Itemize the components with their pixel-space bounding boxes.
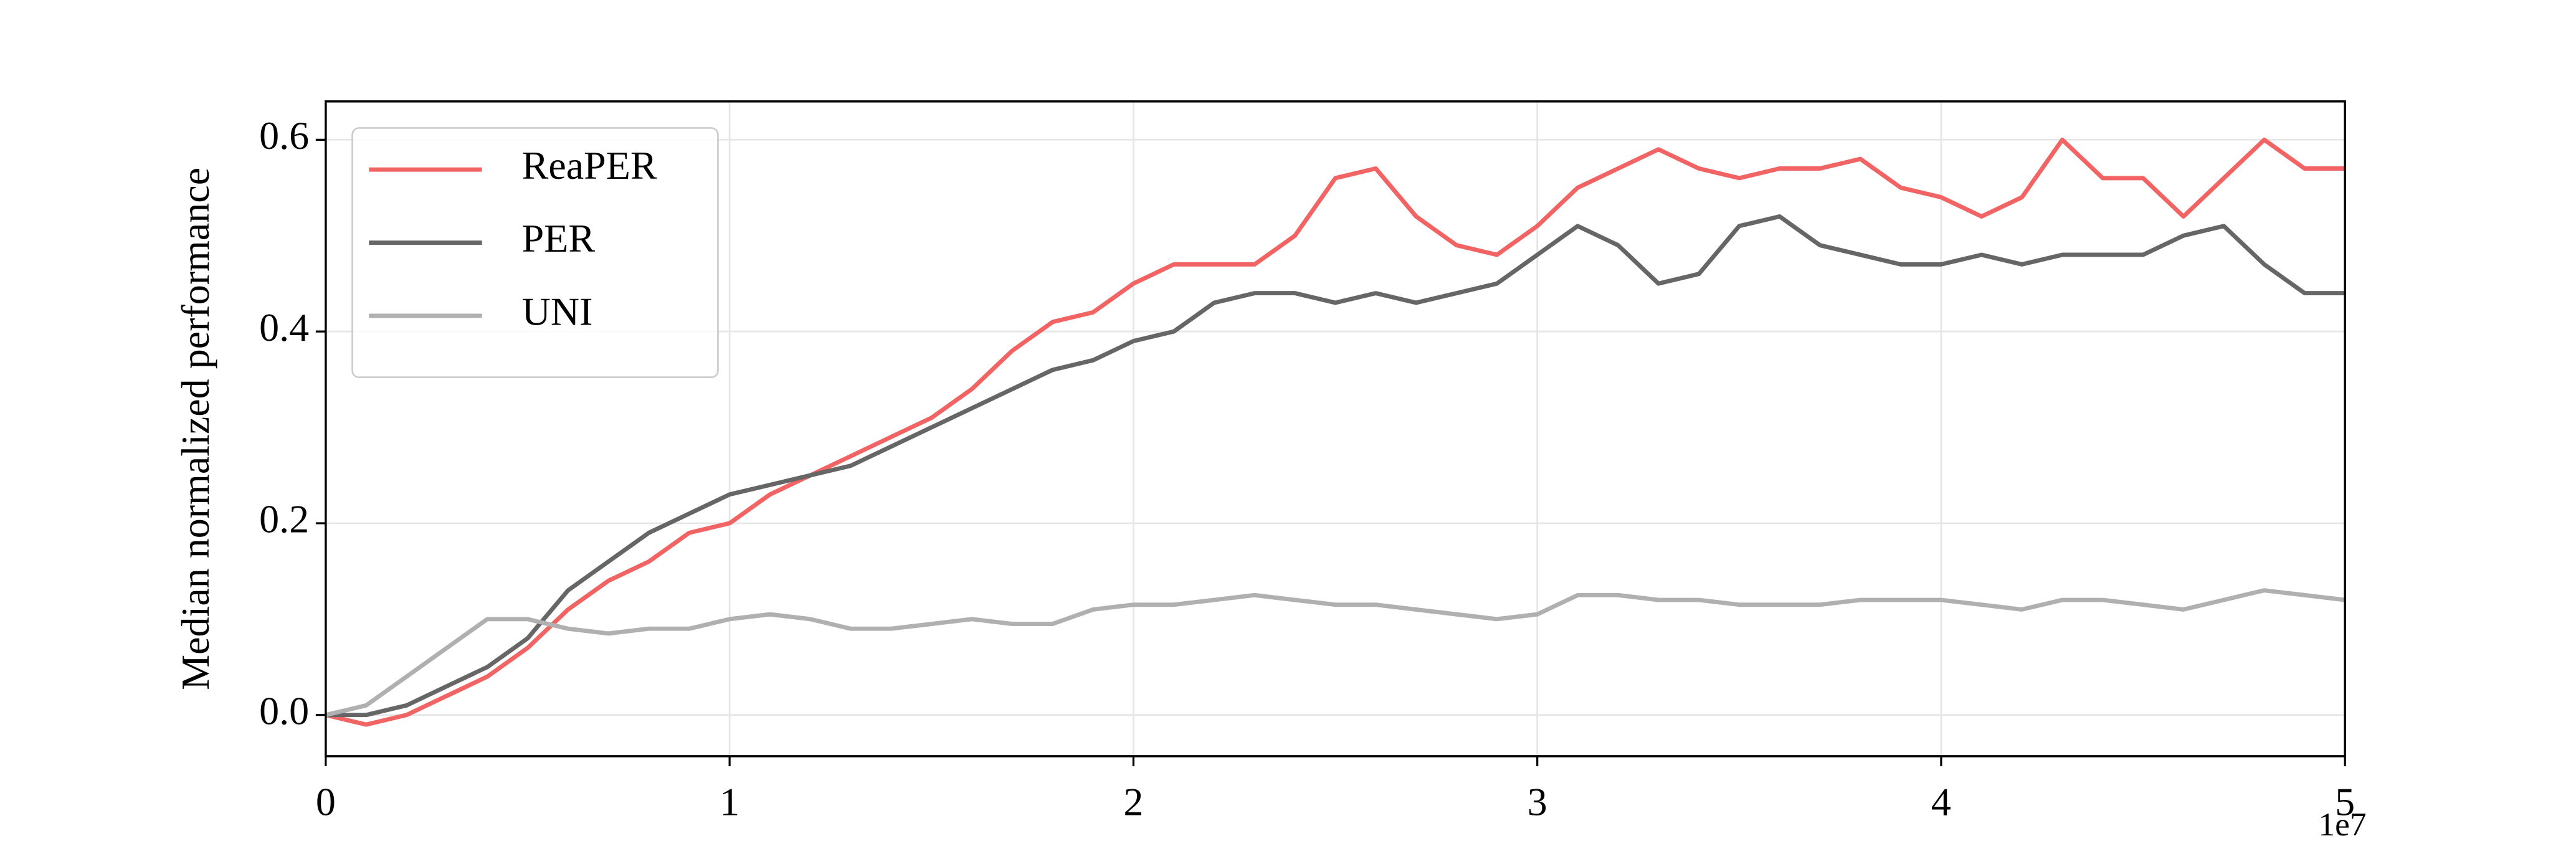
y-tick-label: 0.2 (259, 497, 309, 541)
legend-label: ReaPER (522, 143, 657, 188)
x-tick-label: 2 (1123, 780, 1143, 824)
legend-label: PER (522, 216, 596, 260)
legend-label: UNI (522, 290, 593, 334)
y-axis-label: Median normalized performance (173, 168, 217, 690)
y-tick-label: 0.0 (259, 688, 309, 733)
plot-frame (325, 100, 2346, 758)
x-tick-label: 5 (2335, 780, 2355, 824)
x-tick-label: 3 (1528, 780, 1547, 824)
y-tick-label: 0.4 (259, 305, 309, 349)
line-series (325, 588, 2345, 718)
x-offset-label: 1e7 (2319, 805, 2367, 841)
x-tick-label: 4 (1931, 780, 1951, 824)
line-series (325, 214, 2345, 718)
x-tick-label: 0 (316, 780, 336, 824)
line-series (325, 137, 2345, 727)
y-tick-label: 0.6 (259, 113, 309, 158)
x-tick-label: 1 (720, 780, 739, 824)
